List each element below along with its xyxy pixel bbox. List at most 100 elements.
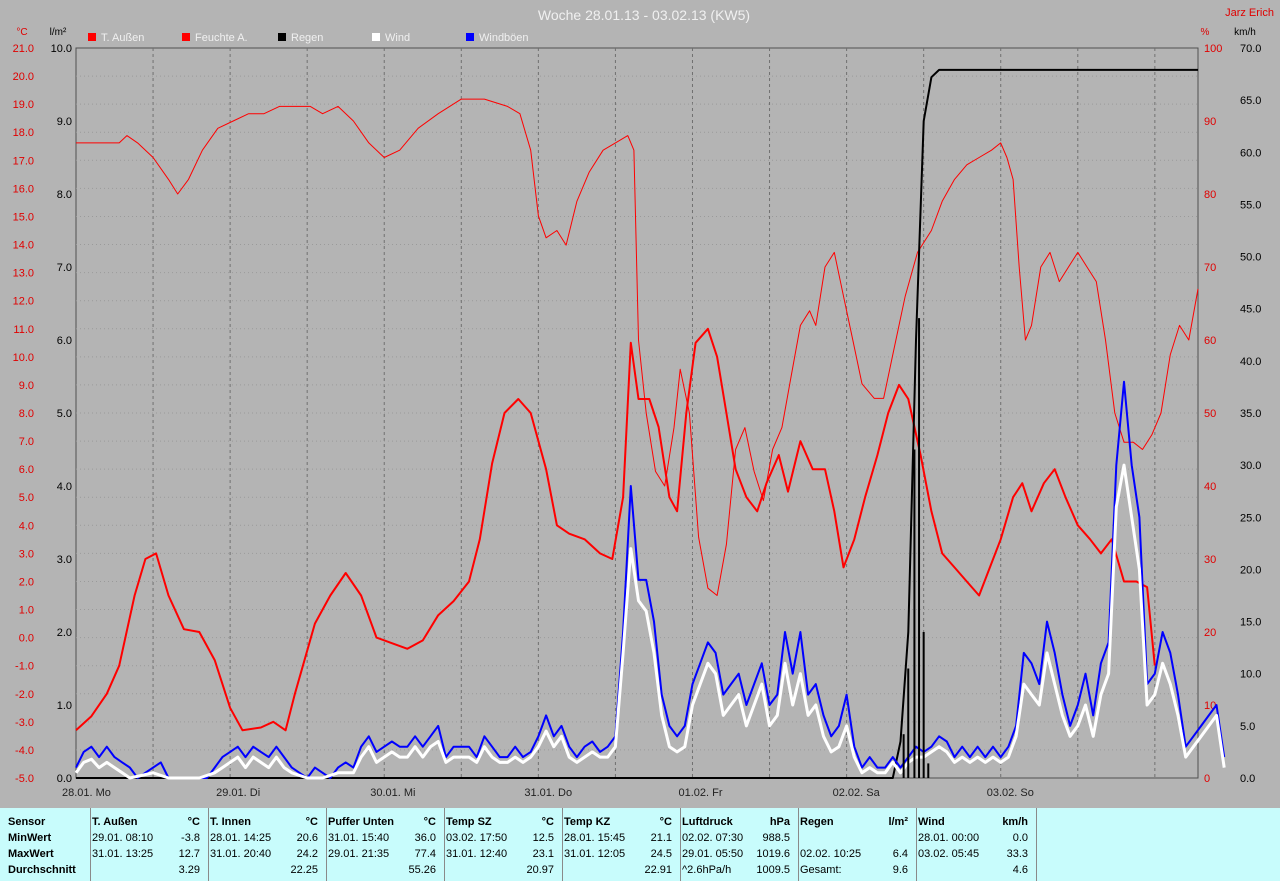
stats-unit: km/h	[1002, 816, 1028, 828]
y-tick-label: 80	[1204, 189, 1216, 201]
y-tick-label: 19.0	[13, 99, 34, 111]
legend-label: Wind	[385, 32, 410, 44]
y-tick-label: 0.0	[1240, 773, 1255, 785]
stats-row: Temp KZ °C	[562, 814, 680, 830]
stats-row: 29.01. 21:35 77.4	[326, 846, 444, 862]
y-tick-label: 50.0	[1240, 252, 1261, 264]
stats-value: 23.1	[532, 848, 554, 860]
y-tick-label: 2.0	[19, 576, 34, 588]
y-tick-label: -2.0	[15, 689, 34, 701]
stats-time: 31.01. 20:40	[210, 848, 272, 860]
series-line	[75, 380, 1226, 779]
stats-row	[798, 830, 916, 846]
stats-unit: °C	[659, 816, 672, 828]
stats-value: 20.6	[296, 832, 318, 844]
stats-time: 03.02. 05:45	[918, 848, 980, 860]
legend-swatch	[182, 33, 190, 41]
stats-column: Wind km/h 28.01. 00:00 0.0 03.02. 05:45 33.3 4…	[916, 808, 1037, 881]
stats-value: 24.2	[296, 848, 318, 860]
stats-value: 3.29	[178, 864, 200, 876]
stats-value: 4.6	[1012, 864, 1028, 876]
stats-row: Regen l/m²	[798, 814, 916, 830]
y-tick-label: 10.0	[13, 352, 34, 364]
x-tick-label: 01.02. Fr	[678, 787, 722, 799]
legend-label: Regen	[291, 32, 323, 44]
stats-column: Sensor MinWert MaxWert Durchschnitt	[6, 808, 91, 881]
stats-row: 31.01. 20:40 24.2	[208, 846, 326, 862]
y-tick-label: 9.0	[57, 116, 72, 128]
stats-unit: °C	[423, 816, 436, 828]
stats-header: Sensor	[8, 816, 46, 828]
y-tick-label: 90	[1204, 116, 1216, 128]
y-tick-label: -3.0	[15, 717, 34, 729]
y-tick-label: 45.0	[1240, 304, 1261, 316]
y-tick-label: 9.0	[19, 380, 34, 392]
y-tick-label: 100	[1204, 43, 1222, 55]
legend-label: Windböen	[479, 32, 529, 44]
stats-time: 31.01. 12:40	[446, 848, 508, 860]
stats-row: ^2.6hPa/h 1009.5	[680, 862, 798, 878]
y-tick-label: 8.0	[19, 408, 34, 420]
stats-unit: hPa	[769, 816, 790, 828]
series-line	[75, 327, 1156, 732]
stats-row: 28.01. 00:00 0.0	[916, 830, 1036, 846]
y-tick-label: 30.0	[1240, 460, 1261, 472]
y-tick-label: 10.0	[51, 43, 72, 55]
y-tick-label: 15.0	[13, 211, 34, 223]
y-tick-label: -1.0	[15, 661, 34, 673]
y-tick-label: 65.0	[1240, 95, 1261, 107]
y-tick-label: 3.0	[57, 554, 72, 566]
stats-row: Temp SZ °C	[444, 814, 562, 830]
stats-unit: °C	[541, 816, 554, 828]
y-tick-label: 3.0	[19, 548, 34, 560]
y-tick-label: 20	[1204, 627, 1216, 639]
stats-value: 20.97	[526, 864, 554, 876]
stats-row: 22.25	[208, 862, 326, 878]
y-tick-label: 20.0	[13, 71, 34, 83]
stats-row: Durchschnitt	[6, 862, 90, 878]
stats-time: 29.01. 21:35	[328, 848, 390, 860]
x-tick-label: 31.01. Do	[524, 787, 572, 799]
stats-row: 3.29	[90, 862, 208, 878]
stats-row: 02.02. 10:25 6.4	[798, 846, 916, 862]
axis-unit-label: °C	[16, 27, 27, 38]
legend-label: T. Außen	[101, 32, 144, 44]
stats-value: 12.5	[532, 832, 554, 844]
y-tick-label: 1.0	[57, 700, 72, 712]
y-tick-label: 25.0	[1240, 512, 1261, 524]
legend-swatch	[278, 33, 286, 41]
stats-value: 36.0	[414, 832, 436, 844]
stats-value: 33.3	[1006, 848, 1028, 860]
stats-column: Puffer Unten °C 31.01. 15:40 36.0 29.01. 21:…	[326, 808, 445, 881]
stats-time: 31.01. 15:40	[328, 832, 390, 844]
stats-value: 55.26	[408, 864, 436, 876]
stats-row: 29.01. 05:50 1019.6	[680, 846, 798, 862]
stats-time: Gesamt:	[800, 864, 842, 876]
y-tick-label: 20.0	[1240, 564, 1261, 576]
y-tick-label: 60	[1204, 335, 1216, 347]
stats-header: T. Außen	[92, 816, 138, 828]
stats-row: 02.02. 07:30 988.5	[680, 830, 798, 846]
stats-header: Temp SZ	[446, 816, 492, 828]
stats-header: Luftdruck	[682, 816, 733, 828]
stats-panel: Sensor MinWert MaxWert Durchschnitt T. Außen…	[0, 808, 1280, 881]
axis-unit-label: l/m²	[50, 27, 67, 38]
stats-time: 28.01. 15:45	[564, 832, 626, 844]
y-tick-label: 8.0	[57, 189, 72, 201]
stats-row: 31.01. 12:05 24.5	[562, 846, 680, 862]
stats-row: Puffer Unten °C	[326, 814, 444, 830]
y-tick-label: 5.0	[19, 492, 34, 504]
stats-label: MaxWert	[8, 848, 54, 860]
y-tick-label: 35.0	[1240, 408, 1261, 420]
stats-value: 24.5	[650, 848, 672, 860]
y-tick-label: 10	[1204, 700, 1216, 712]
y-tick-label: 2.0	[57, 627, 72, 639]
legend-swatch	[466, 33, 474, 41]
stats-time: 28.01. 00:00	[918, 832, 980, 844]
stats-row: MaxWert	[6, 846, 90, 862]
stats-header: Wind	[918, 816, 945, 828]
stats-row: 03.02. 05:45 33.3	[916, 846, 1036, 862]
x-tick-label: 29.01. Di	[216, 787, 260, 799]
stats-row: 4.6	[916, 862, 1036, 878]
y-tick-label: 40	[1204, 481, 1216, 493]
